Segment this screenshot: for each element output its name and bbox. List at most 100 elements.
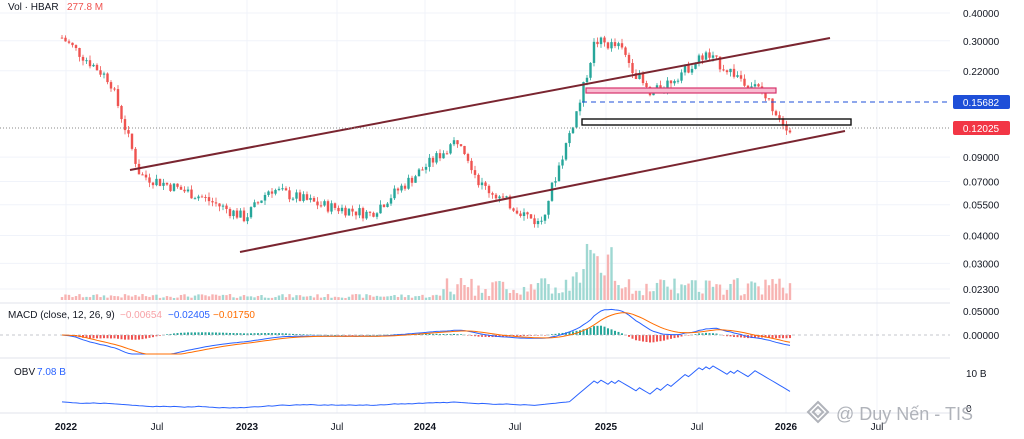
candle-body	[176, 183, 179, 187]
macd-hist-bar	[138, 335, 140, 340]
volume-bar	[599, 272, 603, 300]
volume-bar	[683, 285, 687, 300]
macd-hist-bar	[582, 329, 585, 335]
volume-bar	[669, 289, 673, 300]
volume-bar	[190, 297, 193, 300]
candle-body	[277, 188, 281, 190]
volume-bar	[81, 297, 85, 300]
candle-body	[295, 192, 298, 199]
volume-bar	[729, 283, 732, 300]
price-tick-label: 0.40000	[963, 9, 1000, 20]
volume-bar	[764, 279, 767, 300]
macd-hist-bar	[568, 331, 571, 335]
candle-body	[561, 159, 564, 166]
candle-body	[78, 48, 81, 57]
candle-body	[617, 43, 620, 47]
candle-body	[494, 194, 498, 199]
macd-hist-bar	[488, 335, 490, 338]
macd-hist-bar	[159, 335, 161, 336]
candle-body	[774, 111, 778, 116]
volume-bar	[676, 293, 680, 300]
candle-body	[148, 177, 151, 183]
volume-bar	[358, 294, 361, 300]
macd-hist-bar	[183, 332, 186, 335]
volume-bar	[788, 283, 792, 300]
candle-body	[498, 196, 501, 199]
candle-body	[127, 130, 130, 134]
macd-hist-bar	[131, 335, 133, 340]
macd-hist-bar	[127, 335, 130, 340]
volume-bar	[403, 297, 407, 300]
macd-hist-bar	[148, 335, 151, 338]
volume-bar	[281, 294, 284, 300]
macd-hist-bar	[635, 335, 637, 341]
candle-body	[270, 191, 274, 194]
candle-body	[221, 205, 225, 207]
macd-hist-bar	[386, 334, 389, 336]
macd-hist-bar	[187, 332, 189, 335]
volume-bar	[396, 296, 400, 300]
volume-bar	[753, 282, 757, 300]
volume-bar	[179, 294, 183, 300]
volume-bar	[372, 296, 375, 300]
volume-bar	[312, 297, 316, 300]
macd-hist-bar	[103, 335, 105, 339]
volume-bar	[74, 296, 78, 300]
candle-body	[95, 64, 99, 71]
candle-body	[263, 194, 267, 201]
volume-bar	[480, 292, 484, 300]
time-axis: 2022 Jul 2023 Jul 2024 Jul 2025 Jul 2026 Jul	[55, 422, 884, 433]
candle-body	[64, 37, 67, 42]
volume-bar	[687, 283, 690, 300]
volume-bar	[326, 294, 330, 300]
macd-hist-bar	[670, 335, 672, 339]
macd-hist-bar	[201, 332, 203, 335]
macd-hist-bar	[117, 335, 119, 339]
candle-body	[312, 197, 316, 202]
candle-body	[407, 177, 410, 189]
volume-bar	[284, 297, 288, 300]
volume-bar	[508, 293, 512, 300]
candle-body	[722, 69, 725, 71]
price-tick-label: 0.07000	[963, 177, 1000, 188]
candle-body	[445, 153, 449, 155]
candle-body	[323, 201, 326, 206]
candle-body	[757, 84, 760, 87]
volume-bar	[120, 297, 123, 300]
macd-hist-bar	[519, 335, 522, 337]
candle-body	[249, 207, 253, 218]
candle-body	[309, 197, 312, 200]
volume-bar	[309, 295, 312, 300]
macd-hist-bar	[208, 332, 210, 335]
macd-hist-bar	[680, 335, 683, 337]
volume-bar	[585, 243, 589, 300]
macd-hist-bar	[614, 330, 616, 335]
volume-bar	[379, 296, 382, 300]
volume-bar	[158, 297, 162, 300]
volume-bar	[144, 296, 148, 300]
volume-bar	[725, 289, 729, 300]
volume-bar	[750, 281, 753, 300]
volume-bar	[711, 286, 715, 300]
macd-hist-bar	[246, 333, 249, 335]
macd-hist-bar	[712, 333, 714, 335]
volume-bar	[382, 296, 386, 300]
macd-hist-bar	[460, 334, 462, 335]
volume-bar	[540, 278, 543, 300]
macd-hist-bar	[530, 335, 532, 336]
volume-bar	[368, 295, 372, 300]
volume-bar	[701, 293, 704, 300]
volume-bar	[305, 296, 309, 300]
volume-bar	[228, 294, 232, 300]
macd-hist-bar	[565, 332, 567, 335]
candle-body	[624, 47, 627, 55]
volume-bar	[774, 283, 778, 300]
volume-bar	[442, 289, 445, 300]
volume-bar	[71, 297, 74, 300]
macd-hist-bar	[152, 335, 154, 338]
candle-body	[666, 80, 669, 90]
volume-bar	[697, 291, 701, 300]
candle-body	[151, 182, 155, 186]
candle-body	[543, 214, 547, 221]
candle-body	[571, 127, 575, 134]
